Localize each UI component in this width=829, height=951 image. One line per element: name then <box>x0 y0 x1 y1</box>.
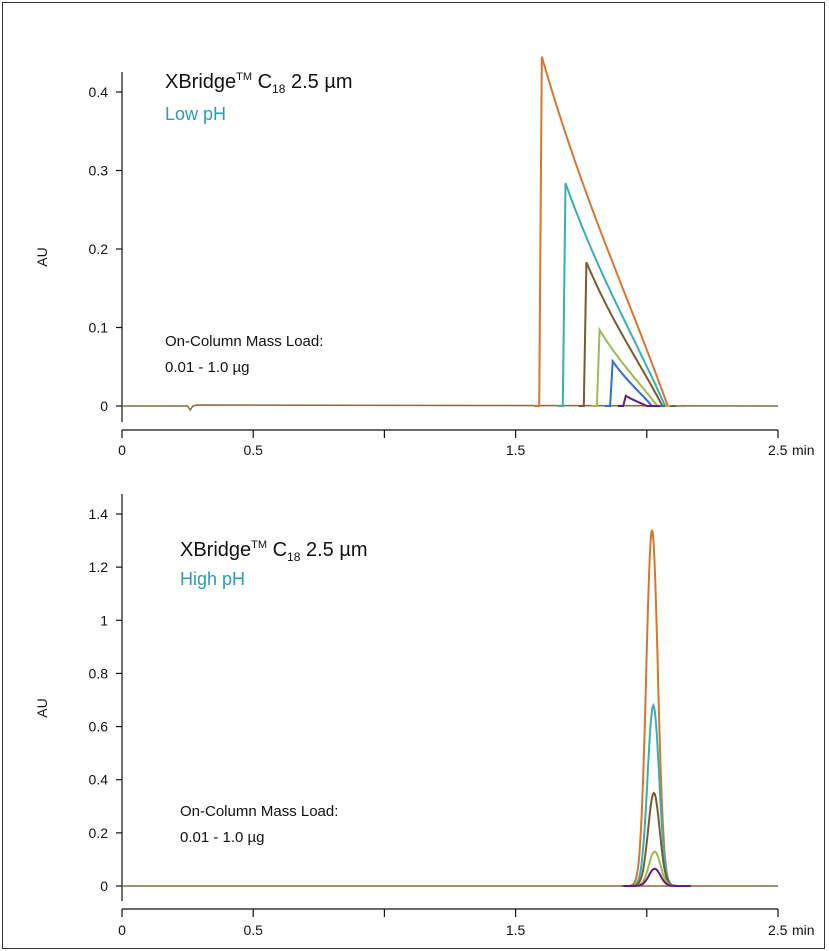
top-x-unit: min <box>792 442 815 458</box>
top-series-line-0 <box>534 56 681 407</box>
bottom-x-tick-label: 2.5 <box>768 922 788 938</box>
bottom-x-tick-label: 0.5 <box>243 922 263 938</box>
top-mass-load-range: 0.01 - 1.0 µg <box>165 359 250 376</box>
bottom-y-axis-label: AU <box>34 698 50 717</box>
top-baseline <box>122 404 779 412</box>
top-series-line-3 <box>591 326 671 407</box>
top-x-tick-label: 0.5 <box>243 442 263 458</box>
top-y-tick-label: 0.1 <box>89 320 109 336</box>
top-y-tick-label: 0.4 <box>89 84 109 100</box>
bottom-y-tick-label: 0.6 <box>89 719 109 735</box>
bottom-x-tick-label: 0 <box>118 922 126 938</box>
top-series-line-5 <box>617 394 660 407</box>
bottom-mass-load-label: On-Column Mass Load: <box>180 803 338 820</box>
top-subtitle: Low pH <box>165 104 226 124</box>
bottom-x-unit: min <box>792 922 815 938</box>
top-x-tick-label: 2.5 <box>768 442 788 458</box>
bottom-y-tick-label: 1 <box>100 612 108 628</box>
bottom-y-tick-label: 1.2 <box>89 559 109 575</box>
top-y-tick-label: 0.3 <box>89 163 109 179</box>
bottom-y-tick-label: 0.2 <box>89 825 109 841</box>
bottom-series-line-3 <box>623 850 691 887</box>
bottom-y-tick-label: 0.4 <box>89 772 109 788</box>
top-x-tick-label: 1.5 <box>506 442 526 458</box>
bottom-y-tick-label: 1.4 <box>89 506 109 522</box>
bottom-subtitle: High pH <box>180 569 245 589</box>
bottom-title: XBridgeTM C18 2.5 µm <box>180 539 368 564</box>
top-y-tick-label: 0 <box>100 398 108 414</box>
top-series-line-1 <box>557 182 679 407</box>
bottom-series-line-2 <box>622 791 691 887</box>
bottom-y-tick-label: 0 <box>100 878 108 894</box>
top-series-line-2 <box>578 261 676 407</box>
bottom-series-line-4 <box>623 867 691 887</box>
bottom-y-tick-label: 0.8 <box>89 665 109 681</box>
bottom-x-tick-label: 1.5 <box>506 922 526 938</box>
top-y-axis-label: AU <box>34 247 50 266</box>
bottom-mass-load-range: 0.01 - 1.0 µg <box>180 829 265 846</box>
top-y-tick-label: 0.2 <box>89 241 109 257</box>
top-title: XBridgeTM C18 2.5 µm <box>165 71 353 96</box>
top-mass-load-label: On-Column Mass Load: <box>165 333 323 350</box>
top-x-tick-label: 0 <box>118 442 126 458</box>
top-series-line-4 <box>604 358 666 407</box>
